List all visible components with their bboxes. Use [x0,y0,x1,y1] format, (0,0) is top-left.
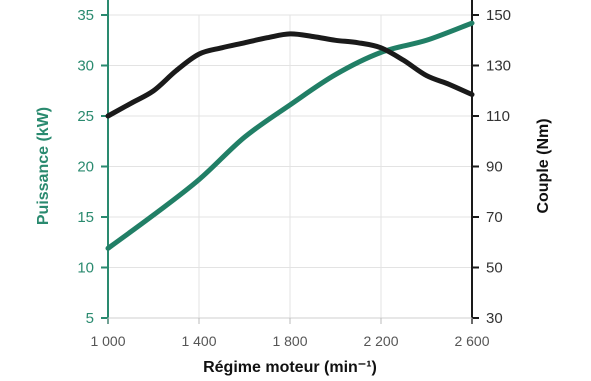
power-line [105,20,475,251]
x-tick-label: 2 200 [363,333,398,349]
tick-labels: 5 10 15 20 25 30 35 30 50 70 90 110 130 150 1 000 1 400… [77,7,511,349]
x-tick-label: 2 600 [454,333,489,349]
left-tick-label: 10 [77,260,94,277]
x-tick-label: 1 000 [90,333,125,349]
right-tick-label: 150 [486,7,511,24]
left-tick-label: 25 [77,108,94,125]
x-tick-label: 1 400 [181,333,216,349]
right-tick-label: 130 [486,58,511,75]
grid [107,14,473,319]
left-y-axis-label: Puissance (kW) [35,107,52,225]
right-tick-label: 70 [486,209,503,226]
series-lines [105,20,475,251]
left-tick-label: 30 [77,58,94,75]
x-axis-label: Régime moteur (min⁻¹) [203,359,377,376]
x-tick-label: 1 800 [272,333,307,349]
right-tick-label: 90 [486,159,503,176]
right-tick-label: 110 [486,108,510,125]
left-tick-label: 5 [86,310,94,327]
right-tick-label: 30 [486,310,503,327]
left-tick-label: 15 [77,209,94,226]
right-tick-label: 50 [486,260,503,277]
left-tick-label: 35 [77,7,94,24]
left-tick-label: 20 [77,159,94,176]
torque-line [105,31,475,119]
right-y-axis-label: Couple (Nm) [535,118,552,213]
